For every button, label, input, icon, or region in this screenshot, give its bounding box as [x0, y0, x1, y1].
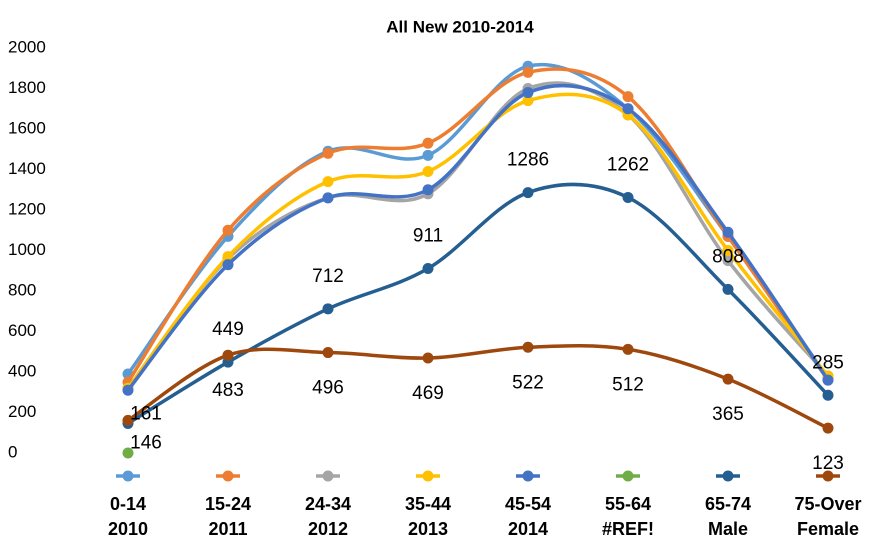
data-label: 1286 — [507, 150, 549, 171]
x-tick-label: 65-74 — [705, 494, 751, 514]
x-tick-label: 24-34 — [305, 494, 351, 514]
legend-swatch-dot — [822, 470, 834, 482]
y-tick-label: 1000 — [8, 240, 46, 259]
x-tick-label: 55-64 — [605, 494, 651, 514]
y-tick-label: 800 — [8, 280, 36, 299]
data-point — [322, 176, 334, 188]
data-point — [622, 191, 634, 203]
data-point — [622, 343, 634, 355]
legend-swatch-dot — [722, 470, 734, 482]
data-point — [422, 352, 434, 364]
legend-label: 2010 — [108, 519, 148, 539]
data-label: 469 — [412, 383, 444, 404]
y-tick-label: 600 — [8, 321, 36, 340]
data-point — [722, 245, 734, 256]
chart-title: All New 2010-2014 — [386, 17, 534, 36]
data-point — [422, 137, 434, 149]
legend-label: 2012 — [308, 519, 348, 539]
data-label: 911 — [413, 226, 443, 247]
data-point — [422, 166, 434, 178]
legend-label: 2013 — [408, 519, 448, 539]
y-tick-label: 200 — [8, 402, 36, 421]
x-tick-label: 75-Over — [794, 494, 861, 514]
data-point — [222, 349, 234, 361]
data-point — [322, 192, 334, 204]
legend-swatch-dot — [222, 470, 234, 482]
legend-swatch-dot — [422, 470, 434, 482]
y-tick-label: 1800 — [8, 78, 46, 97]
data-point — [522, 87, 534, 99]
legend-label: #REF! — [602, 519, 654, 539]
data-label: 712 — [312, 266, 344, 287]
y-tick-label: 1400 — [8, 159, 46, 178]
data-point — [522, 95, 534, 107]
data-point — [322, 147, 334, 159]
legend-label: Female — [797, 519, 859, 539]
data-label: 483 — [212, 380, 244, 401]
legend-swatch-dot — [522, 470, 534, 482]
data-label: 496 — [312, 378, 344, 399]
y-tick-label: 400 — [8, 361, 36, 380]
x-tick-label: 35-44 — [405, 494, 451, 514]
data-label: 285 — [812, 352, 844, 373]
data-point — [422, 263, 434, 275]
data-point — [122, 384, 134, 396]
data-point — [322, 347, 334, 359]
y-tick-label: 1600 — [8, 118, 46, 137]
legend-swatch-dot — [122, 470, 134, 482]
data-label: 1262 — [607, 154, 649, 175]
data-point — [222, 224, 234, 236]
y-tick-label: 2000 — [8, 37, 46, 56]
data-point — [722, 373, 734, 385]
data-point — [822, 374, 834, 386]
data-point — [722, 283, 734, 295]
data-point — [622, 91, 634, 103]
data-label: 808 — [712, 246, 744, 267]
y-tick-label: 0 — [8, 442, 17, 461]
x-tick-label: 15-24 — [205, 494, 251, 514]
data-point — [122, 447, 134, 459]
legend-label: 2011 — [208, 519, 247, 539]
data-point — [822, 389, 834, 401]
data-point — [822, 422, 834, 434]
y-tick-label: 1200 — [8, 199, 46, 218]
data-point — [522, 187, 534, 199]
legend-swatch-dot — [322, 470, 334, 482]
data-label: 512 — [612, 374, 644, 395]
data-point — [422, 184, 434, 196]
x-tick-label: 0-14 — [110, 494, 146, 514]
legend-swatch-dot — [622, 470, 634, 482]
data-label: 522 — [512, 372, 544, 393]
data-point — [122, 414, 134, 426]
data-label: 146 — [130, 432, 162, 453]
data-point — [622, 103, 634, 115]
data-label: 161 — [130, 403, 162, 424]
data-point — [422, 149, 434, 161]
data-label: 365 — [712, 404, 744, 425]
data-point — [222, 251, 234, 263]
data-label: 123 — [812, 453, 844, 474]
legend-label: Male — [708, 519, 748, 539]
data-point — [522, 66, 534, 78]
data-point — [222, 259, 234, 271]
legend-label: 2014 — [508, 519, 548, 539]
data-point — [322, 303, 334, 315]
data-point — [722, 226, 734, 238]
x-tick-label: 45-54 — [505, 494, 551, 514]
data-point — [722, 255, 734, 267]
data-label: 449 — [212, 319, 244, 340]
data-point — [522, 341, 534, 353]
